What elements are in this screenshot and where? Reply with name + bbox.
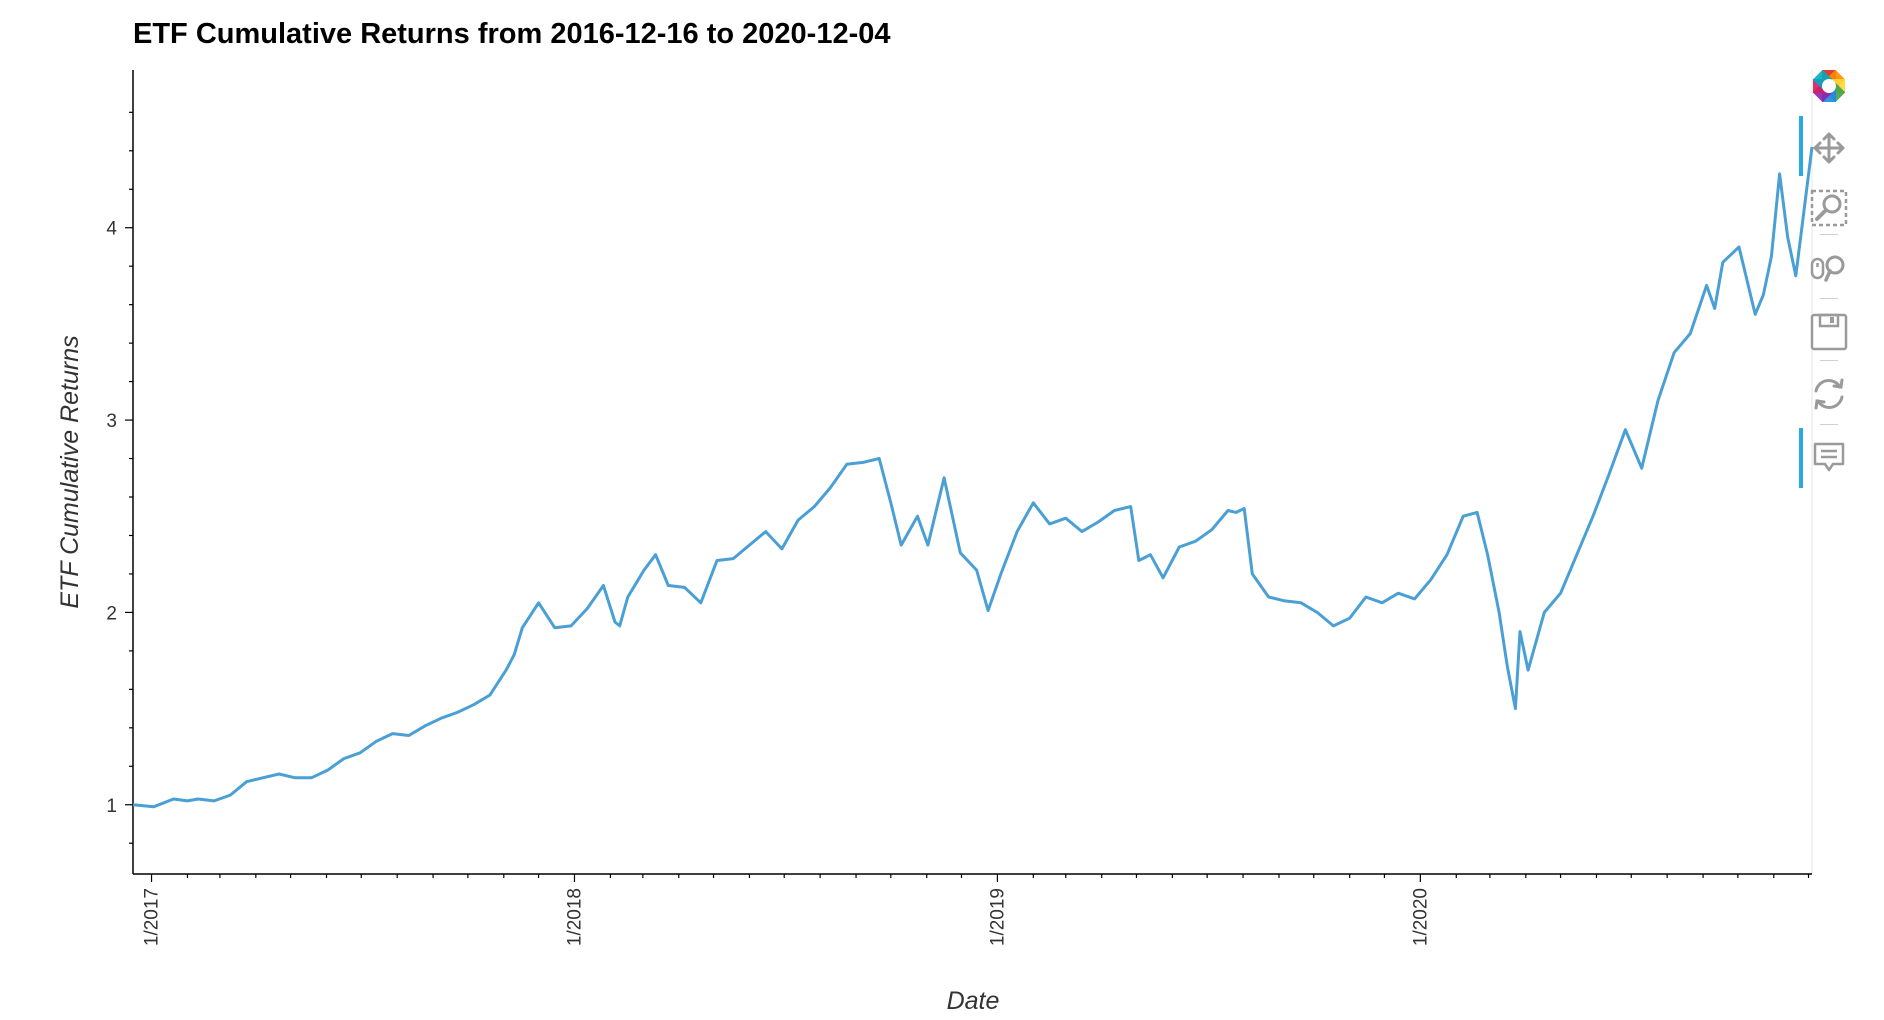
toolbar-separator <box>1820 424 1838 425</box>
toolbar-separator <box>1820 234 1838 235</box>
plot-toolbar <box>1802 62 1856 492</box>
pan-icon[interactable] <box>1802 124 1856 172</box>
box-zoom-icon[interactable] <box>1802 184 1856 232</box>
series-line <box>132 146 1814 809</box>
x-tick-label: 1/2017 <box>142 888 163 946</box>
x-tick-label: 1/2020 <box>1410 888 1431 946</box>
reset-icon[interactable] <box>1802 370 1856 418</box>
x-axis-title: Date <box>947 987 1000 1015</box>
y-axis-ticks: 1 2 3 4 <box>106 111 133 844</box>
chart-title: ETF Cumulative Returns from 2016-12-16 t… <box>133 18 891 50</box>
plot-frame <box>132 70 1813 875</box>
toolbar-active-indicator-pan <box>1799 116 1803 176</box>
y-tick-label: 4 <box>106 219 117 240</box>
y-tick-label: 3 <box>106 411 117 432</box>
wheel-zoom-icon[interactable] <box>1802 244 1856 292</box>
hover-icon[interactable] <box>1802 434 1856 482</box>
y-axis-title: ETF Cumulative Returns <box>56 335 84 608</box>
toolbar-active-indicator-hover <box>1799 428 1803 488</box>
x-axis-ticks: 1/2017 1/2018 1/2019 1/2020 <box>142 874 1810 946</box>
x-tick-label: 1/2019 <box>987 888 1008 946</box>
y-tick-label: 2 <box>106 603 117 624</box>
save-icon[interactable] <box>1802 308 1856 356</box>
toolbar-separator <box>1820 360 1838 361</box>
y-tick-label: 1 <box>106 796 117 817</box>
x-tick-label: 1/2018 <box>564 888 585 946</box>
bokeh-logo-icon[interactable] <box>1802 62 1856 110</box>
toolbar-separator <box>1820 298 1838 299</box>
